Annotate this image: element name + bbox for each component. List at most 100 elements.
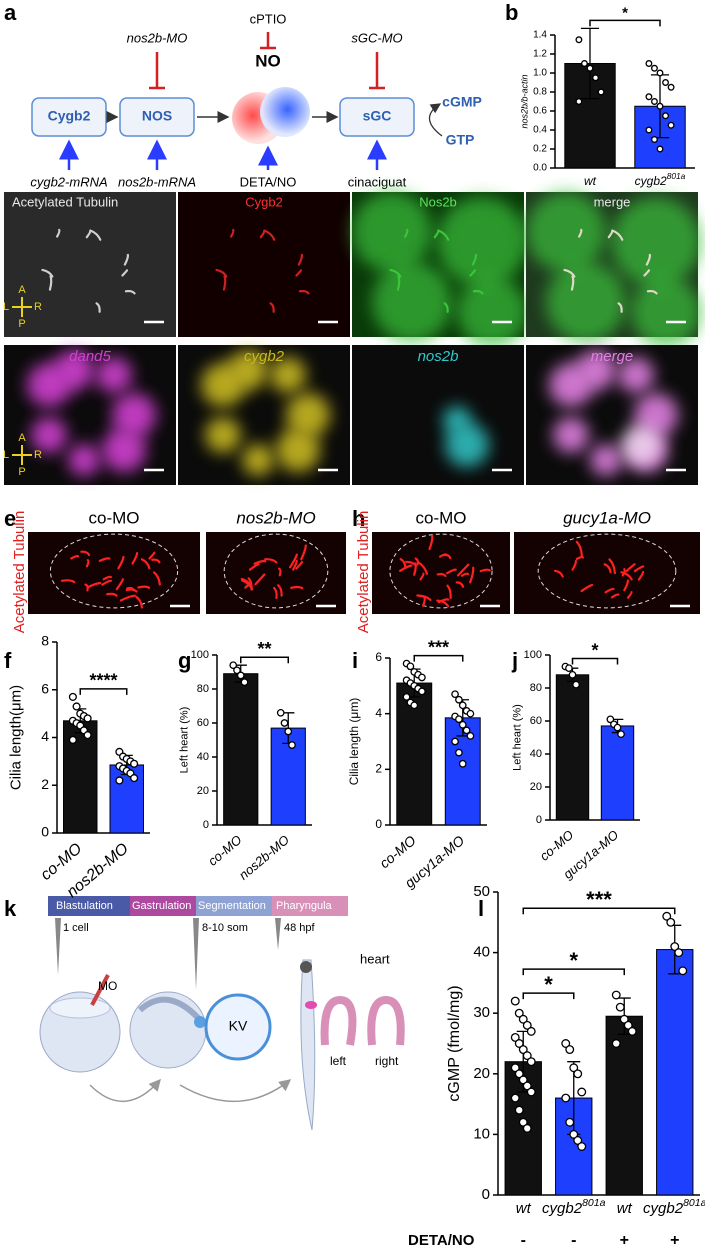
cilium	[623, 579, 629, 592]
cilium	[414, 557, 419, 566]
node-box	[31, 97, 107, 137]
cilium	[135, 595, 143, 609]
category-text: co-MO	[376, 832, 419, 871]
data-point	[410, 701, 419, 710]
signal-blob	[621, 425, 661, 465]
signal-blob	[618, 357, 654, 393]
y-axis-label: Left heart (%)	[511, 704, 523, 771]
data-point	[572, 680, 580, 689]
significance-bracket	[522, 992, 575, 1000]
signal-blob	[276, 428, 320, 472]
micrograph: cygb2	[178, 345, 350, 485]
condition-label: co-MO	[89, 508, 140, 527]
kv-outline	[537, 533, 677, 609]
inhibitor-label: sGC-MO	[351, 30, 402, 45]
x-tick-label: wt	[584, 174, 597, 188]
data-point	[451, 737, 459, 746]
data-point	[458, 720, 467, 729]
data-point	[233, 666, 241, 675]
signal-blob	[228, 350, 268, 390]
cilium	[620, 571, 633, 581]
stage-label: Gastrulation	[132, 900, 191, 912]
bar	[656, 949, 694, 1196]
cilium	[248, 563, 260, 571]
inhibition-bar	[369, 52, 385, 90]
stain-label: Acetylated Tubulin	[355, 511, 372, 634]
cilium	[603, 563, 612, 574]
y-tick-label: 1.4	[533, 30, 547, 41]
data-point	[667, 83, 675, 91]
signal-blob	[576, 350, 616, 390]
signal-blob	[286, 393, 330, 437]
significance-label: *	[544, 972, 553, 997]
cilium	[101, 579, 113, 586]
kv-outline	[223, 533, 329, 609]
time-label: 8-10 som	[202, 922, 248, 934]
cilium	[102, 575, 113, 581]
cilium	[60, 579, 76, 584]
data-point	[568, 670, 577, 679]
node-label: NO	[255, 51, 281, 70]
cilium	[222, 275, 227, 291]
panel-label: b	[505, 0, 518, 25]
data-point	[514, 1008, 524, 1018]
cilium	[571, 559, 578, 571]
data-point	[573, 1069, 583, 1079]
data-point	[130, 759, 139, 768]
cilium	[443, 553, 452, 560]
activator-label: nos2b-mRNA	[118, 174, 196, 189]
y-tick-label: 40	[473, 944, 490, 961]
data-point	[451, 690, 459, 699]
image-bg	[178, 192, 350, 337]
bar	[600, 725, 635, 821]
data-point	[565, 1117, 575, 1127]
image-bg	[28, 532, 200, 614]
y-tick-label: 0	[203, 819, 209, 831]
cilium	[298, 289, 310, 295]
data-point	[236, 671, 245, 680]
treatment-level: -	[571, 1232, 576, 1249]
data-point	[575, 36, 583, 44]
channel-label: cygb2	[244, 348, 285, 365]
stage-bar	[130, 896, 196, 916]
node-label: Cygb2	[48, 108, 91, 124]
data-point	[83, 731, 92, 740]
data-point	[522, 1051, 532, 1061]
data-point	[455, 748, 463, 757]
channel-label: merge	[594, 194, 631, 209]
y-tick-label: 2	[41, 776, 49, 792]
cilium	[300, 544, 307, 561]
treatment-level: +	[670, 1232, 679, 1249]
y-tick-label: 0.8	[533, 87, 547, 98]
data-point	[674, 948, 684, 958]
channel-label: merge	[591, 348, 634, 365]
data-point	[229, 661, 238, 670]
signal-blob	[553, 417, 589, 453]
data-point	[565, 664, 573, 673]
cilium	[621, 568, 626, 577]
data-point	[613, 723, 622, 732]
panel-label: k	[4, 896, 17, 921]
data-point	[627, 1026, 637, 1036]
panel-label: f	[4, 648, 12, 673]
category-superscript: 801a	[667, 171, 686, 181]
cilium	[446, 568, 457, 575]
signal-blob	[31, 417, 67, 453]
data-point	[651, 98, 658, 105]
compass-label: R	[34, 449, 42, 461]
cilium	[617, 302, 623, 313]
data-point	[667, 121, 675, 129]
cilium	[148, 551, 156, 560]
heart-loop	[367, 995, 405, 1046]
timeline-diagram: Blastulation Gastrulation Segmentation P…	[39, 896, 405, 1131]
data-point	[651, 64, 658, 72]
y-tick-label: 0	[482, 1186, 490, 1203]
y-tick-label: 20	[473, 1065, 490, 1082]
cilium	[131, 552, 139, 565]
signal-blob	[445, 423, 489, 467]
inhibition-bar	[260, 32, 276, 50]
activator-label: cinaciguat	[348, 174, 407, 189]
data-point	[455, 695, 463, 704]
y-axis-label: nos2b/b-actin	[519, 74, 529, 128]
y-tick-label: 80	[530, 682, 542, 694]
